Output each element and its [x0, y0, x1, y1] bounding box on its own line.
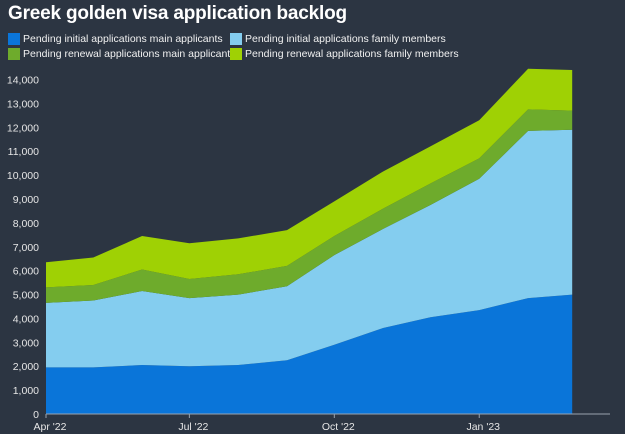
x-axis: Apr '22 Jul '22 Oct '22 Jan '23 [34, 413, 610, 433]
legend-row-1: Pending initial applications main applic… [8, 31, 608, 46]
area-series-2[interactable] [46, 129, 573, 368]
legend-item[interactable]: Pending initial applications main applic… [8, 32, 230, 45]
y-tick-label: 9,000 [13, 194, 39, 206]
legend-item[interactable]: Pending renewal applications main applic… [8, 47, 235, 60]
legend-label: Pending renewal applications family memb… [245, 47, 459, 60]
x-tick-label: Oct '22 [322, 421, 355, 433]
y-tick-label: 2,000 [13, 361, 39, 373]
x-tick-label: Apr '22 [34, 421, 67, 433]
legend-label: Pending initial applications main applic… [23, 32, 223, 45]
y-tick-label: 11,000 [8, 146, 39, 158]
area-series-4[interactable] [46, 68, 573, 288]
y-tick-label: 14,000 [7, 75, 39, 87]
y-tick-label: 1,000 [13, 385, 39, 397]
y-tick-label: 5,000 [13, 290, 39, 302]
y-tick-label: 13,000 [7, 98, 39, 110]
x-tick-label: Jul '22 [178, 421, 208, 433]
legend-swatch [8, 32, 20, 45]
y-tick-label: 6,000 [13, 266, 39, 278]
legend-swatch [230, 32, 242, 45]
legend-swatch [230, 47, 242, 60]
area-series-1[interactable] [46, 294, 573, 414]
legend-label: Pending renewal applications main applic… [23, 47, 236, 60]
plot-areas [46, 68, 573, 414]
y-tick-label: 12,000 [7, 122, 39, 134]
area-series-3[interactable] [46, 109, 573, 303]
legend-label: Pending initial applications family memb… [245, 32, 446, 45]
x-tick-label: Jan '23 [466, 421, 500, 433]
legend-item[interactable]: Pending initial applications family memb… [230, 32, 446, 45]
legend-item[interactable]: Pending renewal applications family memb… [230, 47, 459, 60]
legend-row-2: Pending renewal applications main applic… [8, 46, 608, 61]
legend: Pending initial applications main applic… [8, 31, 608, 61]
y-tick-label: 3,000 [13, 337, 39, 349]
chart-title: Greek golden visa application backlog [8, 3, 347, 24]
y-tick-label: 8,000 [13, 218, 39, 230]
legend-swatch [8, 47, 20, 60]
y-axis: 0 1,000 2,000 3,000 4,000 5,000 6,000 7,000 8,00… [7, 75, 39, 421]
y-tick-label: 10,000 [7, 170, 39, 182]
y-tick-label: 0 [33, 409, 39, 421]
y-tick-label: 4,000 [13, 313, 39, 325]
y-tick-label: 7,000 [13, 242, 39, 254]
